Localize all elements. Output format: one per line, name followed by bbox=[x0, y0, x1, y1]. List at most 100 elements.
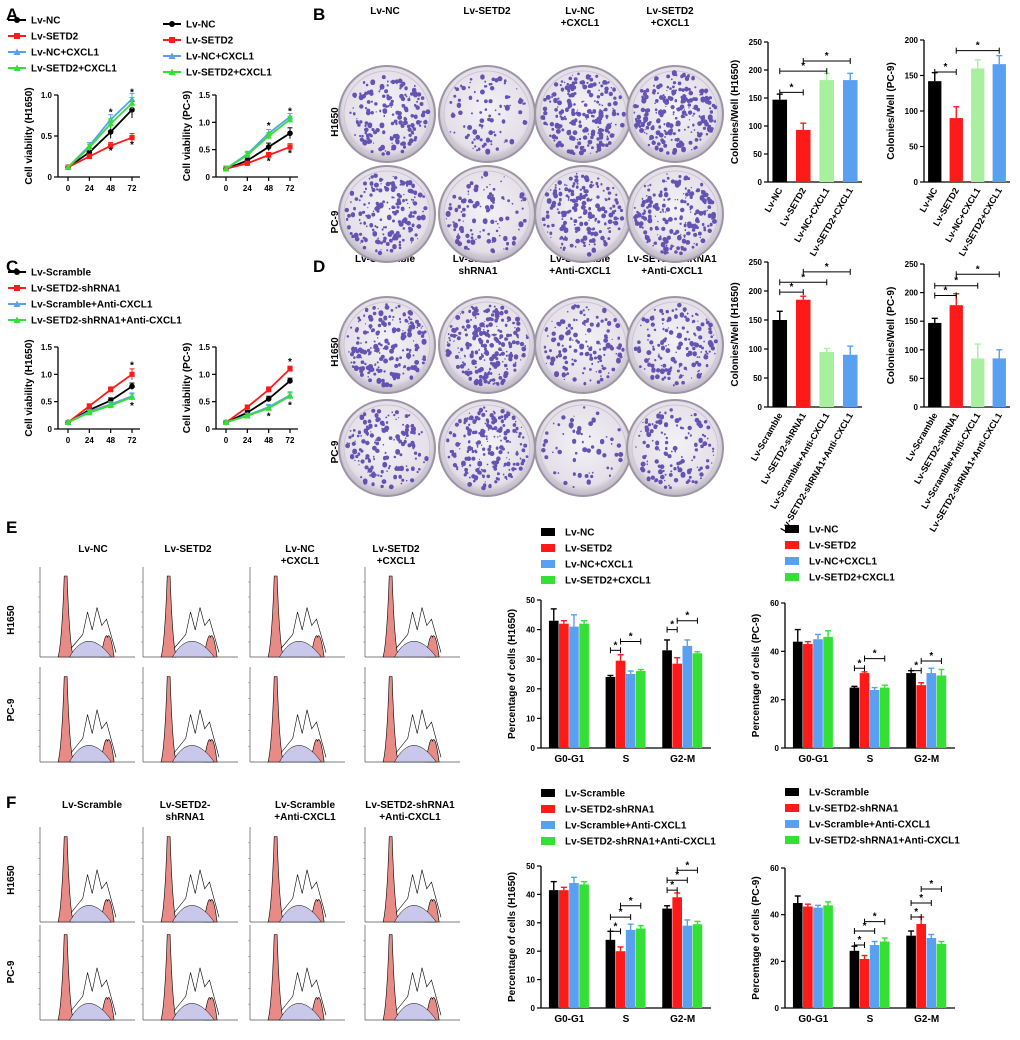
s-phase-area bbox=[172, 905, 215, 923]
significance-star: * bbox=[288, 357, 292, 368]
legend-swatch bbox=[541, 821, 555, 829]
s-phase-area bbox=[394, 745, 437, 763]
x-tick-label: 48 bbox=[106, 436, 115, 445]
significance-star: * bbox=[670, 620, 674, 631]
colony-dish-image bbox=[534, 165, 632, 263]
legend-marker bbox=[169, 21, 175, 27]
significance-star: * bbox=[825, 262, 829, 273]
b-column-subtitle: +CXCL1 bbox=[651, 18, 690, 29]
significance-star: * bbox=[790, 82, 794, 93]
series-line bbox=[225, 116, 291, 170]
cell-cycle-histogram bbox=[141, 827, 238, 923]
significance-star: * bbox=[858, 658, 862, 669]
data-point bbox=[244, 412, 251, 419]
y-tick-label: 0 bbox=[206, 425, 211, 434]
bar bbox=[792, 641, 803, 748]
y-tick-label: 30 bbox=[526, 919, 535, 928]
data-point bbox=[64, 163, 72, 170]
legend-label: Lv-Scramble bbox=[809, 788, 869, 799]
y-tick-label: 0 bbox=[206, 173, 211, 182]
legend-label: Lv-SETD2 bbox=[565, 544, 613, 555]
dish-rim bbox=[343, 70, 431, 158]
grouped-bar-chart-E2: 0 20 40 60 Percentage of cells (PC-9) G0-G1 S G… bbox=[751, 599, 955, 765]
legend-swatch bbox=[541, 528, 555, 536]
b-column-title: Lv-SETD2 bbox=[463, 6, 511, 17]
f-column-title: Lv-Scramble bbox=[62, 800, 122, 811]
colony-dish-image bbox=[534, 65, 632, 163]
g1-peak bbox=[160, 575, 177, 658]
x-tick-label: 0 bbox=[66, 436, 71, 445]
legend-marker bbox=[169, 37, 175, 43]
legend-label: Lv-SETD2 bbox=[186, 36, 234, 47]
g1-peak bbox=[382, 934, 399, 1021]
bar bbox=[635, 671, 646, 748]
bar bbox=[605, 676, 616, 748]
y-axis-label: Colonies/Well (PC-9) bbox=[886, 287, 897, 385]
bar-legend: Lv-Scramble Lv-SETD2-shRNA1 Lv-Scramble+An… bbox=[541, 789, 716, 848]
x-tick-label: Lv-NC bbox=[763, 186, 785, 214]
significance-star: * bbox=[130, 401, 134, 412]
y-axis-label: Cell viability (H1650) bbox=[24, 339, 35, 436]
raw-trace bbox=[396, 607, 442, 653]
series-line bbox=[67, 136, 133, 168]
legend-swatch bbox=[785, 820, 799, 828]
bar bbox=[803, 644, 813, 748]
legend-label: Lv-NC bbox=[186, 20, 215, 31]
g1-peak bbox=[57, 676, 74, 763]
x-tick-label: G2-M bbox=[670, 754, 695, 765]
f-column-title: Lv-SETD2-shRNA1 bbox=[365, 800, 455, 811]
d-column-subtitle: shRNA1 bbox=[459, 266, 498, 277]
bar bbox=[692, 653, 703, 748]
y-tick-label: 50 bbox=[909, 374, 918, 383]
significance-star: * bbox=[976, 41, 980, 52]
y-tick-label: 60 bbox=[770, 864, 779, 873]
legend-label: Lv-NC+CXCL1 bbox=[809, 557, 878, 568]
y-axis-label: Colonies/Well (H1650) bbox=[730, 60, 741, 164]
bar bbox=[772, 99, 788, 182]
colony-dish-image bbox=[626, 296, 724, 394]
series-line bbox=[225, 146, 291, 170]
g1-peak bbox=[267, 934, 284, 1021]
y-tick-label: 50 bbox=[526, 596, 535, 605]
legend-label: Lv-SETD2+CXCL1 bbox=[565, 576, 651, 587]
x-tick-label: S bbox=[867, 754, 874, 765]
colony-dots bbox=[449, 74, 528, 155]
colony-dish-image bbox=[626, 65, 724, 163]
y-tick-label: 0 bbox=[758, 178, 763, 187]
dish-outline bbox=[338, 296, 436, 394]
bar bbox=[928, 81, 942, 182]
legend-swatch bbox=[785, 788, 799, 796]
bar bbox=[879, 941, 890, 1008]
data-point bbox=[222, 419, 230, 426]
x-tick-label: S bbox=[623, 754, 630, 765]
y-tick-label: 0 bbox=[775, 1004, 780, 1013]
series-line bbox=[225, 118, 291, 170]
f-column-subtitle: shRNA1 bbox=[166, 812, 205, 823]
legend-label: Lv-SETD2-shRNA1 bbox=[809, 804, 899, 815]
legend-marker bbox=[14, 33, 20, 39]
bar bbox=[548, 620, 559, 748]
y-tick-label: 0.5 bbox=[41, 398, 53, 407]
bar bbox=[615, 951, 626, 1008]
raw-trace bbox=[281, 607, 327, 653]
series-line bbox=[225, 395, 291, 424]
y-tick-label: 30 bbox=[526, 655, 535, 664]
g1-peak bbox=[267, 836, 284, 923]
significance-star: * bbox=[288, 148, 292, 159]
s-phase-area bbox=[279, 1003, 322, 1021]
y-tick-label: 50 bbox=[909, 143, 918, 152]
e-column-title: Lv-NC bbox=[285, 544, 314, 555]
y-tick-label: 0.5 bbox=[199, 398, 211, 407]
colony-dish-image bbox=[338, 165, 436, 263]
colony-dots bbox=[633, 173, 717, 256]
y-tick-label: 250 bbox=[749, 38, 763, 47]
s-phase-area bbox=[279, 745, 322, 763]
series-line bbox=[67, 109, 133, 168]
grouped-bar-chart-E1: 0 10 20 30 40 50 Percentage of cells (H1650) G0… bbox=[507, 596, 711, 765]
bar bbox=[795, 129, 811, 182]
data-point bbox=[287, 378, 293, 384]
bar bbox=[859, 959, 870, 1008]
legend-label: Lv-SETD2-shRNA1+Anti-CXCL1 bbox=[565, 837, 716, 848]
raw-trace bbox=[396, 967, 442, 1016]
y-axis-label: Percentage of cells (H1650) bbox=[507, 872, 518, 1002]
